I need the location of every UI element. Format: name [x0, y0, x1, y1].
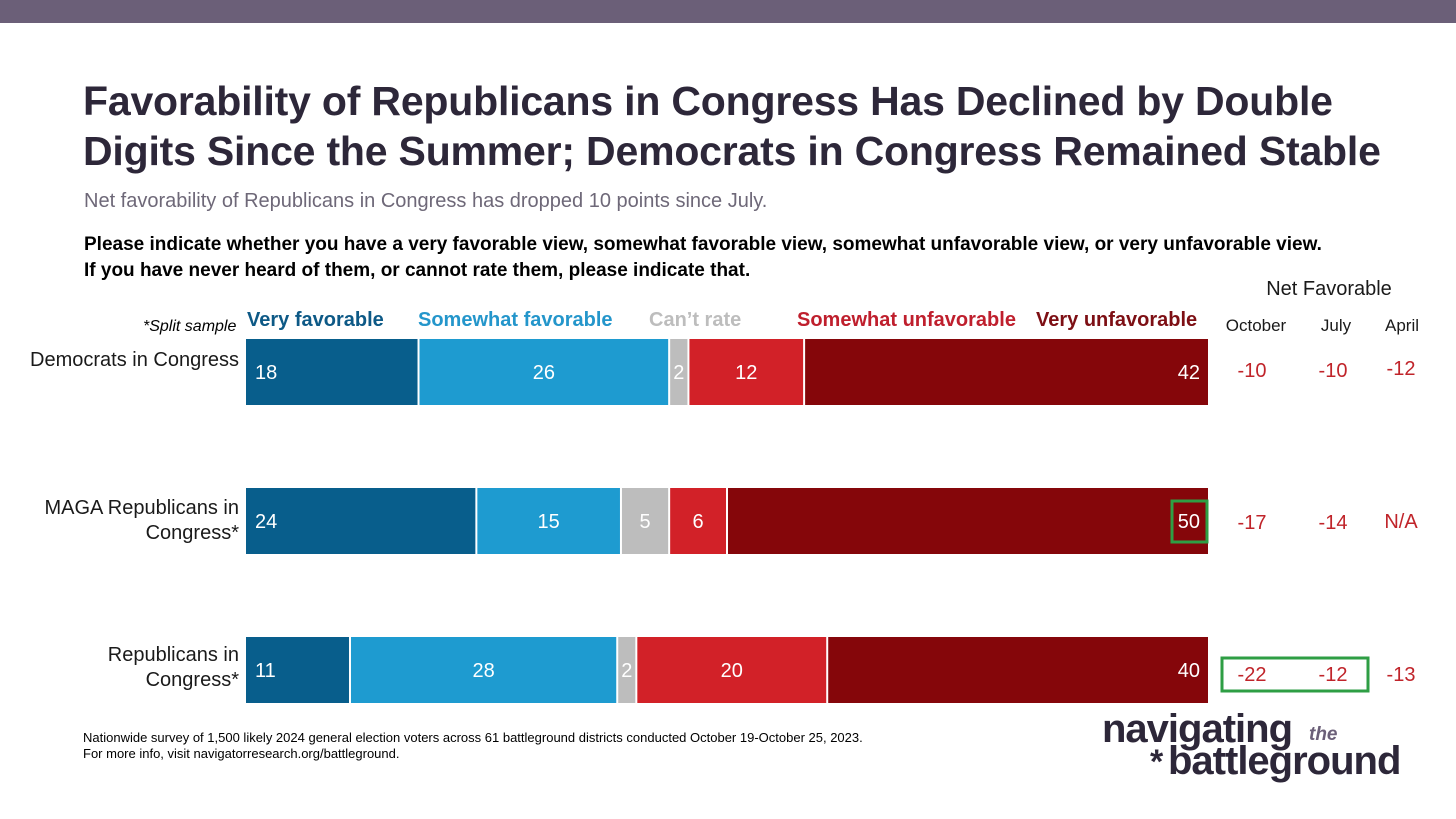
data-label-republicans-in-congress-very-unfavorable: 40: [1178, 660, 1200, 682]
net-rep-april: -13: [1386, 664, 1416, 686]
highlight-box-maga-very-unfavorable: [1170, 499, 1209, 544]
net-dem-july: -10: [1318, 360, 1348, 382]
data-label-democrats-in-congress-somewhat-favorable: 26: [533, 362, 555, 384]
chart-subtitle: Net favorability of Republicans in Congr…: [84, 190, 768, 212]
net-maga-july: -14: [1318, 512, 1348, 534]
bar-maga-republicans-in-congress-can-t-rate: [621, 488, 669, 554]
bar-republicans-in-congress-very-unfavorable: [828, 637, 1208, 703]
row-label-republicans: Republicans in Congress*: [107, 644, 239, 691]
net-rep-october: -22: [1237, 664, 1267, 686]
data-label-republicans-in-congress-very-favorable: 11: [255, 660, 276, 682]
legend-very-unfavorable: Very unfavorable: [1036, 309, 1198, 331]
legend-somewhat-favorable: Somewhat favorable: [418, 309, 613, 331]
legend-very-favorable: Very favorable: [247, 309, 384, 331]
bar-republicans-in-congress-can-t-rate: [618, 637, 636, 703]
logo-word-navigating: navigating: [1102, 707, 1293, 751]
row-label-maga-republicans: MAGA Republicans in Congress*: [44, 497, 239, 544]
data-label-republicans-in-congress-can-t-rate: 2: [621, 660, 632, 682]
net-dem-october: -10: [1237, 360, 1267, 382]
bar-maga-republicans-in-congress-somewhat-favorable: [477, 488, 620, 554]
data-label-democrats-in-congress-somewhat-unfavorable: 12: [735, 362, 757, 384]
bar-democrats-in-congress-very-unfavorable: [805, 339, 1208, 405]
data-label-maga-republicans-in-congress-very-favorable: 24: [255, 511, 277, 533]
data-label-maga-republicans-in-congress-very-unfavorable: 50: [1178, 511, 1200, 533]
bar-republicans-in-congress-somewhat-favorable: [350, 637, 617, 703]
legend-cant-rate: Can’t rate: [649, 309, 742, 331]
logo-word-battleground: battleground: [1168, 739, 1401, 783]
logo-word-the: the: [1309, 724, 1338, 745]
data-label-maga-republicans-in-congress-somewhat-favorable: 15: [538, 511, 560, 533]
net-rep-july: -12: [1318, 664, 1348, 686]
bar-democrats-in-congress-somewhat-unfavorable: [689, 339, 804, 405]
data-label-maga-republicans-in-congress-can-t-rate: 5: [639, 511, 650, 533]
bar-democrats-in-congress-can-t-rate: [670, 339, 688, 405]
net-maga-april: N/A: [1384, 511, 1418, 533]
bar-democrats-in-congress-somewhat-favorable: [419, 339, 669, 405]
data-label-maga-republicans-in-congress-somewhat-unfavorable: 6: [693, 511, 704, 533]
bar-republicans-in-congress-somewhat-unfavorable: [637, 637, 827, 703]
bar-maga-republicans-in-congress-very-favorable: [246, 488, 476, 554]
data-label-democrats-in-congress-can-t-rate: 2: [673, 362, 684, 384]
highlight-box-republicans-net: [1220, 656, 1370, 693]
row-label-democrats: Democrats in Congress: [30, 349, 239, 371]
data-label-republicans-in-congress-somewhat-unfavorable: 20: [721, 660, 743, 682]
chart-title: Favorability of Republicans in Congress …: [83, 78, 1381, 174]
bar-maga-republicans-in-congress-somewhat-unfavorable: [670, 488, 726, 554]
bar-maga-republicans-in-congress-very-unfavorable: [728, 488, 1208, 554]
survey-question: Please indicate whether you have a very …: [84, 234, 1322, 281]
split-sample-note: *Split sample: [143, 318, 237, 335]
net-maga-october: -17: [1237, 512, 1267, 534]
net-col-october: October: [1225, 316, 1287, 335]
net-dem-april: -12: [1386, 358, 1416, 380]
footnote-link: For more info, visit navigatorresearch.o…: [83, 746, 400, 761]
top-bar: [0, 0, 1456, 23]
bar-democrats-in-congress-very-favorable: [246, 339, 418, 405]
logo-star-icon: *: [1150, 743, 1164, 781]
navigating-battleground-logo: navigating the * battleground: [1102, 707, 1432, 787]
net-favorable-header: Net Favorable: [1266, 278, 1392, 300]
footnote: Nationwide survey of 1,500 likely 2024 g…: [83, 730, 863, 762]
footnote-survey: Nationwide survey of 1,500 likely 2024 g…: [83, 730, 863, 745]
data-label-democrats-in-congress-very-unfavorable: 42: [1178, 362, 1200, 384]
net-col-july: July: [1320, 316, 1352, 335]
data-label-republicans-in-congress-somewhat-favorable: 28: [472, 660, 494, 682]
legend-somewhat-unfavorable: Somewhat unfavorable: [797, 309, 1016, 331]
net-col-april: April: [1384, 316, 1419, 335]
data-label-democrats-in-congress-very-favorable: 18: [255, 362, 277, 384]
bar-republicans-in-congress-very-favorable: [246, 637, 349, 703]
